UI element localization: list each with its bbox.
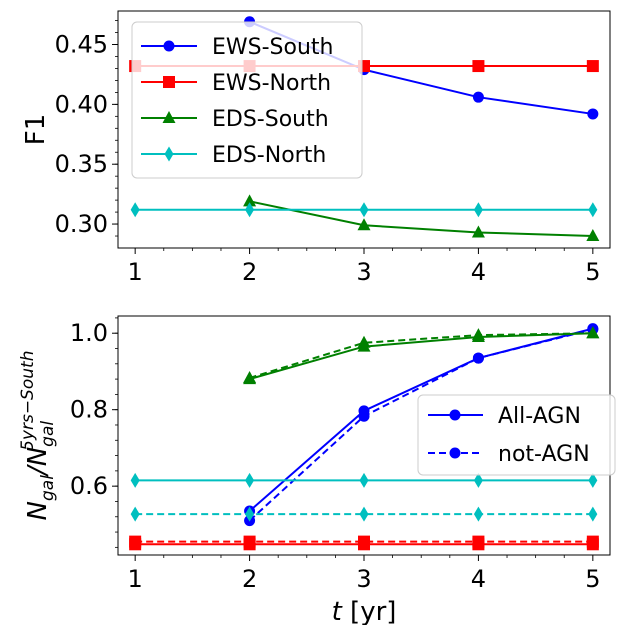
data-point <box>130 506 140 522</box>
y-tick-label: 0.30 <box>55 210 108 238</box>
data-point <box>359 472 369 488</box>
data-point <box>358 535 370 548</box>
legend-marker <box>164 146 174 162</box>
x-tick-label: 3 <box>356 565 371 593</box>
data-point <box>471 225 485 238</box>
data-point <box>473 472 483 488</box>
y-tick-label: 0.6 <box>70 472 108 500</box>
series-line-p2-2 <box>249 332 593 381</box>
data-point <box>471 328 485 341</box>
x-axis-label: t [yr] <box>332 597 397 625</box>
data-point <box>129 535 142 548</box>
data-point <box>473 202 483 218</box>
x-tick-label: 1 <box>128 258 143 286</box>
legend-label: All-AGN <box>498 404 581 429</box>
data-point <box>243 535 256 548</box>
x-tick-label: 4 <box>471 565 486 593</box>
data-point <box>472 535 485 548</box>
legend-label: EWS-North <box>212 71 331 96</box>
legend-marker <box>449 409 461 421</box>
panel-2: 1 2 3 4 5 0.6 0.8 1.0 <box>70 315 611 593</box>
data-point <box>357 335 371 348</box>
x-tick-label: 1 <box>128 565 143 593</box>
series-line-p2-1 <box>248 328 594 522</box>
data-point <box>588 506 598 522</box>
data-point <box>359 506 369 522</box>
data-point <box>358 410 370 422</box>
data-point <box>472 91 484 103</box>
data-point <box>587 108 599 120</box>
data-point <box>245 506 255 522</box>
legend-label: not-AGN <box>498 442 590 467</box>
y-axis-label: Ngal/Ngal5yrs−South <box>18 351 58 521</box>
data-point <box>588 202 598 218</box>
legend-marker <box>163 40 175 52</box>
legend-marker <box>163 76 175 88</box>
x-tick-label: 2 <box>242 258 257 286</box>
data-point <box>473 506 483 522</box>
legend: All-AGN not-AGN <box>417 394 616 476</box>
y-tick-label: 0.40 <box>55 90 108 118</box>
x-tick-label: 4 <box>471 258 486 286</box>
data-point <box>357 218 371 231</box>
y-axis-label: F1 <box>21 114 51 146</box>
series-line-p2-3 <box>249 332 593 379</box>
y-tick-label: 0.8 <box>70 396 108 424</box>
data-point <box>245 202 255 218</box>
x-tick-label: 2 <box>242 565 257 593</box>
plot-area <box>129 323 600 551</box>
data-point <box>586 229 600 242</box>
data-point <box>130 202 140 218</box>
series-line-eds-south <box>249 200 593 238</box>
data-point <box>586 326 600 339</box>
data-point <box>245 472 255 488</box>
legend-box <box>131 21 363 179</box>
x-tick-label: 5 <box>585 258 600 286</box>
data-point <box>586 535 599 548</box>
data-point <box>130 472 140 488</box>
data-point <box>243 194 257 207</box>
legend-label: EDS-North <box>212 143 326 168</box>
data-point <box>472 352 484 364</box>
y-tick-label: 0.35 <box>55 150 108 178</box>
legend-label: EWS-South <box>212 35 334 60</box>
data-point <box>586 60 599 73</box>
legend: EWS-South EWS-North EDS-South EDS-North <box>131 21 363 179</box>
legend-marker <box>162 111 176 123</box>
x-tick-label: 5 <box>585 565 600 593</box>
data-point <box>472 60 485 73</box>
legend-marker <box>449 447 461 459</box>
y-tick-label: 0.45 <box>55 31 108 59</box>
legend-label: EDS-South <box>212 107 329 132</box>
data-point <box>359 202 369 218</box>
y-tick-label: 1.0 <box>70 319 108 347</box>
x-tick-label: 3 <box>356 258 371 286</box>
data-point <box>588 472 598 488</box>
data-point <box>243 370 257 383</box>
